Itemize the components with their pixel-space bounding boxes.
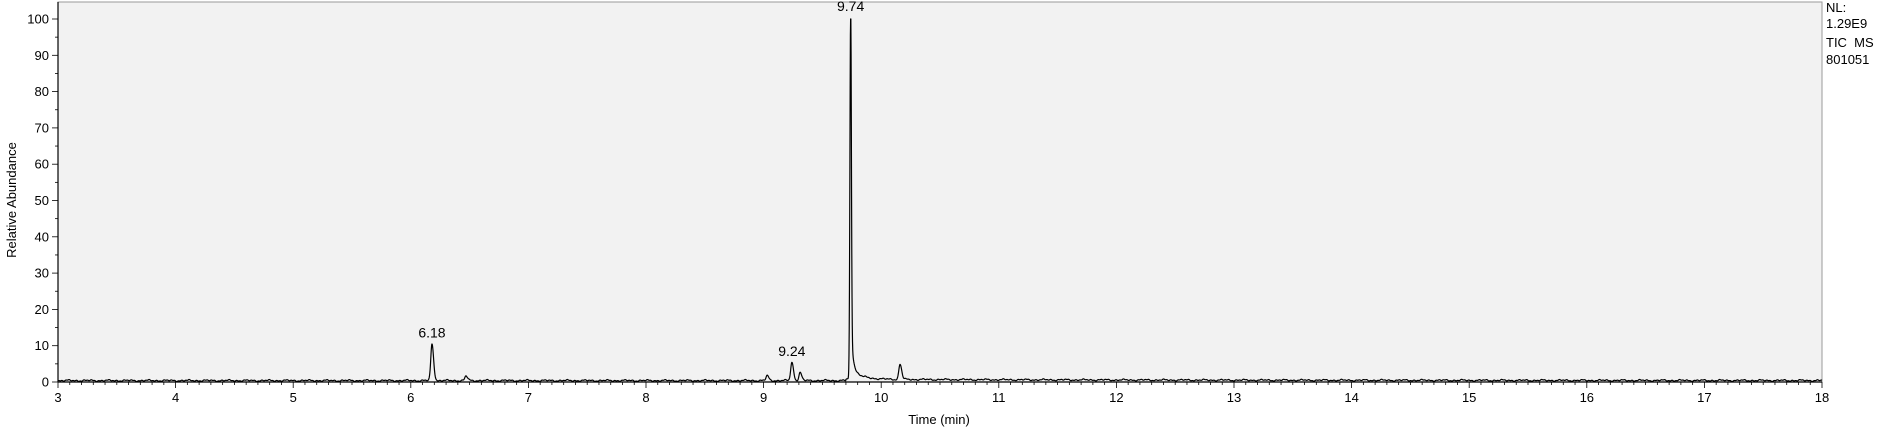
x-tick-label: 18 [1815,390,1829,405]
x-tick-label: 15 [1462,390,1476,405]
y-tick-label: 80 [35,84,49,99]
peak-label: 9.24 [778,343,805,359]
x-axis-title: Time (min) [908,412,970,427]
y-tick-label: 50 [35,193,49,208]
x-tick-label: 10 [874,390,888,405]
y-tick-label: 90 [35,48,49,63]
x-tick-label: 6 [407,390,414,405]
x-tick-label: 12 [1109,390,1123,405]
x-tick-label: 7 [525,390,532,405]
x-tick-label: 13 [1227,390,1241,405]
x-tick-label: 11 [992,390,1006,405]
peak-label: 9.74 [837,0,864,14]
x-tick-label: 4 [172,390,179,405]
nl-value: 1.29E9 [1826,16,1867,31]
y-tick-label: 10 [35,338,49,353]
y-axis-ticks: 0 10 20 30 40 50 60 70 80 90 100 [27,12,58,390]
y-tick-label: 70 [35,120,49,135]
sample-id: 801051 [1826,52,1869,67]
tic-trace-line [57,18,1823,383]
y-tick-label: 60 [35,157,49,172]
x-tick-label: 3 [54,390,61,405]
y-tick-label: 20 [35,302,49,317]
plot-background [57,1,1823,383]
peak-label: 6.18 [418,325,445,341]
y-tick-label: 100 [27,12,49,27]
x-tick-label: 5 [290,390,297,405]
nl-label: NL: [1826,0,1846,15]
x-tick-label: 9 [760,390,767,405]
x-tick-label: 14 [1344,390,1358,405]
y-tick-label: 0 [42,375,49,390]
y-tick-label: 30 [35,266,49,281]
x-axis-ticks: 3 4 5 6 7 8 9 10 11 12 13 14 15 16 17 18 [54,382,1829,405]
y-axis-title: Relative Abundance [4,142,19,258]
x-tick-label: 16 [1580,390,1594,405]
trace-type: TIC MS [1826,35,1874,50]
y-tick-label: 40 [35,229,49,244]
x-tick-label: 8 [642,390,649,405]
peak-labels: 6.18 9.24 9.74 [418,0,864,359]
x-tick-label: 17 [1697,390,1711,405]
